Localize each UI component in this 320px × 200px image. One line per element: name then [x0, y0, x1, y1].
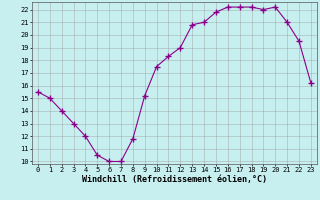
X-axis label: Windchill (Refroidissement éolien,°C): Windchill (Refroidissement éolien,°C) — [82, 175, 267, 184]
